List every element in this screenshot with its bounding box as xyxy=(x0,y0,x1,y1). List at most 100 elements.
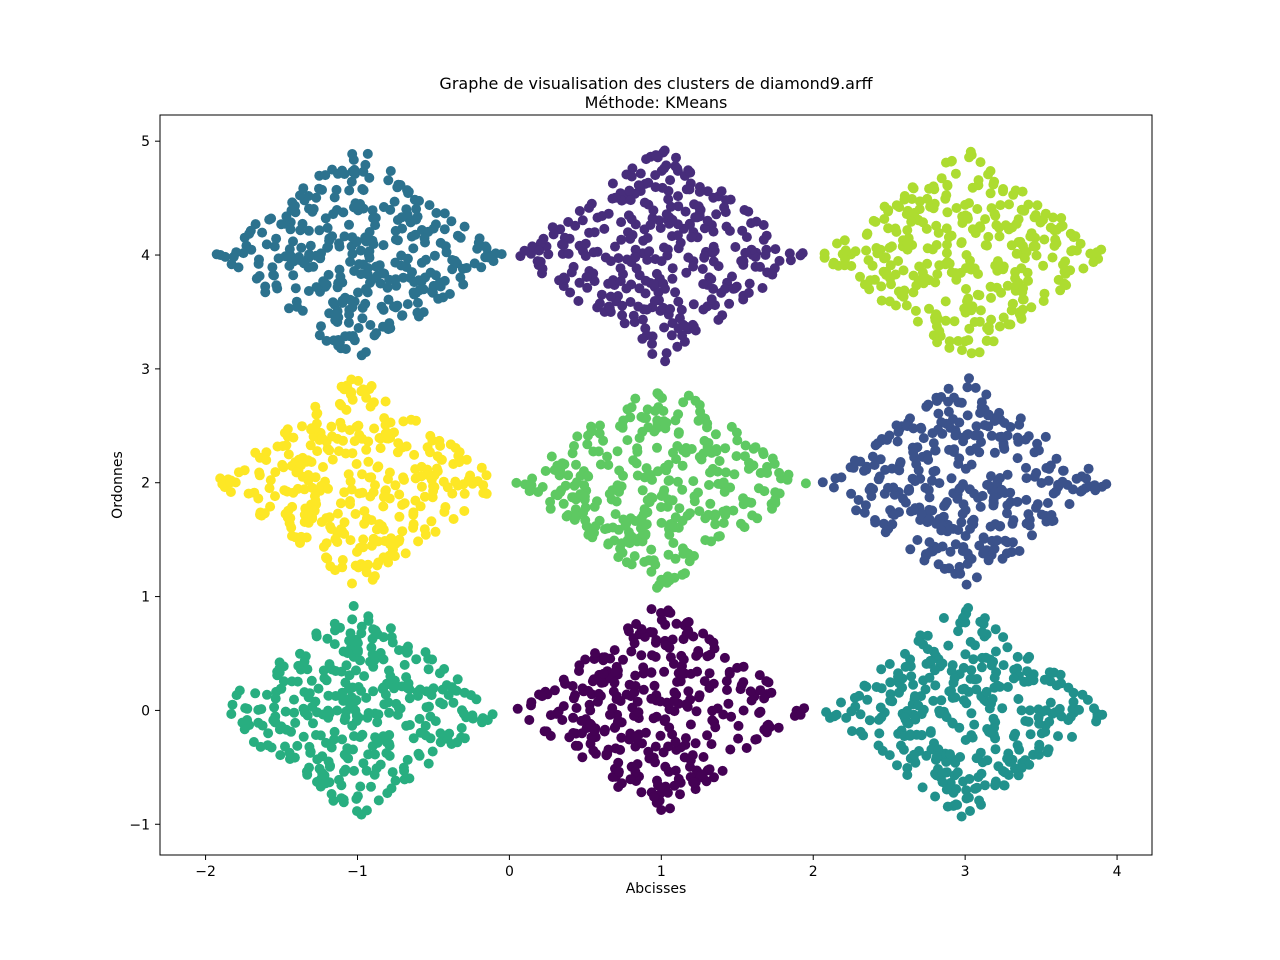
cluster-6-point xyxy=(404,720,415,730)
cluster-4-point xyxy=(689,496,700,507)
cluster-5-point xyxy=(887,519,898,530)
cluster-2-point xyxy=(985,188,996,199)
cluster-5-point xyxy=(986,430,997,441)
cluster-8-point xyxy=(1024,759,1035,770)
cluster-1-point xyxy=(589,227,600,238)
cluster-1-point xyxy=(629,317,640,328)
cluster-7-point xyxy=(621,689,632,700)
cluster-1-point xyxy=(616,217,627,228)
cluster-2-point xyxy=(850,246,861,257)
cluster-8-point xyxy=(952,767,963,778)
cluster-3-point xyxy=(428,486,439,496)
cluster-1-point xyxy=(667,273,678,284)
cluster-8-point xyxy=(1016,705,1027,716)
cluster-3-point xyxy=(332,508,343,519)
cluster-5-point xyxy=(945,546,956,557)
cluster-5-point xyxy=(943,406,954,417)
cluster-5-point xyxy=(895,457,906,467)
cluster-7-point xyxy=(632,696,643,707)
cluster-8-point xyxy=(1089,703,1099,714)
cluster-6-point xyxy=(368,686,379,697)
cluster-1-point xyxy=(650,150,661,161)
cluster-8-point xyxy=(968,654,979,665)
cluster-1-point xyxy=(730,242,741,252)
cluster-5-point xyxy=(924,504,935,515)
cluster-0-point xyxy=(469,258,480,269)
cluster-2-point xyxy=(1056,213,1067,223)
cluster-3-point xyxy=(461,454,472,465)
cluster-5-point xyxy=(954,561,965,572)
cluster-5-point xyxy=(975,408,986,418)
cluster-2-point xyxy=(910,305,921,316)
cluster-5-point xyxy=(1058,465,1068,476)
cluster-0-point xyxy=(292,301,302,312)
cluster-6-point xyxy=(452,674,463,685)
cluster-8-point xyxy=(1097,709,1108,720)
cluster-2-point xyxy=(940,315,951,326)
cluster-1-point xyxy=(649,296,660,306)
cluster-5-point xyxy=(1041,463,1052,473)
cluster-8-point xyxy=(921,750,932,761)
cluster-1-point xyxy=(565,287,576,298)
cluster-3-point xyxy=(427,435,438,446)
cluster-0-point xyxy=(362,148,373,159)
cluster-0-point xyxy=(285,224,296,235)
cluster-8-point xyxy=(821,707,832,718)
cluster-6-point xyxy=(324,659,335,670)
cluster-5-point xyxy=(1024,520,1035,531)
cluster-4-point xyxy=(575,470,586,481)
cluster-2-point xyxy=(946,156,957,167)
cluster-3-point xyxy=(389,551,400,562)
cluster-6-point xyxy=(378,632,389,643)
cluster-6-point xyxy=(384,730,395,740)
cluster-5-point xyxy=(924,492,935,503)
cluster-0-point xyxy=(254,254,264,265)
cluster-7-point xyxy=(633,707,644,718)
cluster-6-point xyxy=(439,664,450,674)
cluster-2-point xyxy=(898,265,909,276)
cluster-6-point xyxy=(253,704,264,715)
cluster-6-point xyxy=(312,754,323,765)
cluster-1-point xyxy=(644,246,655,257)
cluster-2-point xyxy=(1039,234,1050,245)
cluster-5-point xyxy=(904,485,915,496)
cluster-8-point xyxy=(964,774,975,784)
cluster-4-point xyxy=(702,418,713,429)
cluster-3-point xyxy=(322,553,333,564)
cluster-0-point xyxy=(304,203,314,214)
cluster-4-point xyxy=(621,557,632,568)
cluster-7-point xyxy=(660,714,671,725)
cluster-5-point xyxy=(996,431,1007,442)
cluster-4-point xyxy=(603,460,614,470)
cluster-5-point xyxy=(1046,510,1057,520)
cluster-4-point xyxy=(732,435,743,446)
cluster-3-point xyxy=(291,467,302,478)
cluster-7-point xyxy=(589,725,600,736)
cluster-3-point xyxy=(438,476,449,487)
cluster-1-point xyxy=(670,287,681,298)
cluster-8-point xyxy=(924,672,935,683)
cluster-6-point xyxy=(361,692,372,703)
cluster-1-point xyxy=(675,237,686,248)
cluster-4-point xyxy=(720,443,731,454)
cluster-3-point xyxy=(420,529,431,540)
cluster-0-point xyxy=(370,220,381,231)
cluster-5-point xyxy=(964,373,974,384)
cluster-4-point xyxy=(710,429,721,440)
cluster-4-point xyxy=(659,462,670,473)
cluster-3-point xyxy=(453,480,463,491)
cluster-3-point xyxy=(326,524,337,534)
cluster-1-point xyxy=(619,318,630,329)
cluster-8-point xyxy=(937,658,948,669)
cluster-7-point xyxy=(630,670,641,681)
cluster-7-point xyxy=(577,752,588,763)
cluster-3-point xyxy=(365,491,376,502)
cluster-6-point xyxy=(280,741,290,752)
cluster-2-point xyxy=(973,175,984,186)
cluster-4-point xyxy=(677,543,688,554)
cluster-6-point xyxy=(370,749,380,760)
cluster-1-point xyxy=(684,184,695,195)
cluster-8-point xyxy=(990,780,1000,791)
cluster-0-point xyxy=(403,186,414,197)
cluster-4-point xyxy=(653,402,664,413)
